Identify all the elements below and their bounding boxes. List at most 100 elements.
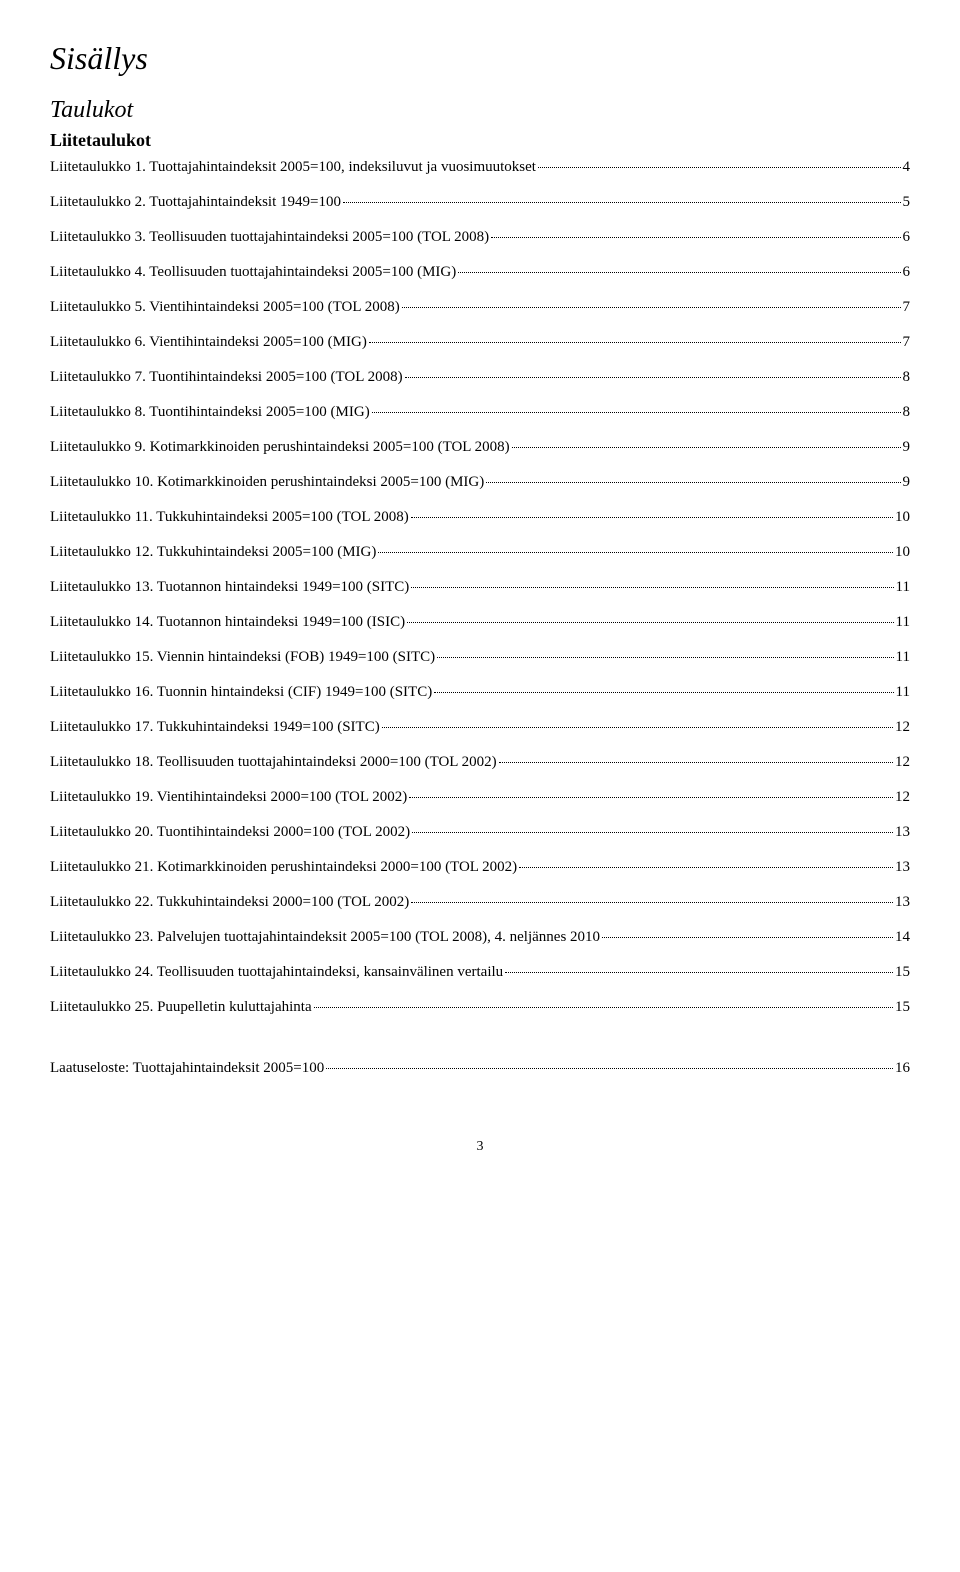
toc-entry-label: Liitetaulukko 16. Tuonnin hintaindeksi (… xyxy=(50,682,432,703)
toc-entry-page: 13 xyxy=(895,857,910,878)
toc-dots xyxy=(405,377,901,378)
toc-entry-page: 9 xyxy=(903,472,911,493)
toc-row: Liitetaulukko 1. Tuottajahintaindeksit 2… xyxy=(50,157,910,178)
toc-list: Liitetaulukko 1. Tuottajahintaindeksit 2… xyxy=(50,157,910,1018)
toc-row: Liitetaulukko 6. Vientihintaindeksi 2005… xyxy=(50,332,910,353)
page-title: Sisällys xyxy=(50,40,910,77)
toc-dots xyxy=(382,727,893,728)
toc-dots xyxy=(512,447,901,448)
toc-dots xyxy=(486,482,900,483)
toc-entry-label: Liitetaulukko 12. Tukkuhintaindeksi 2005… xyxy=(50,542,376,563)
toc-row: Liitetaulukko 22. Tukkuhintaindeksi 2000… xyxy=(50,892,910,913)
toc-entry-page: 6 xyxy=(903,262,911,283)
toc-entry-page: 8 xyxy=(903,367,911,388)
toc-row: Liitetaulukko 25. Puupelletin kuluttajah… xyxy=(50,997,910,1018)
toc-row: Liitetaulukko 12. Tukkuhintaindeksi 2005… xyxy=(50,542,910,563)
toc-entry-page: 12 xyxy=(895,752,910,773)
toc-row: Liitetaulukko 3. Teollisuuden tuottajahi… xyxy=(50,227,910,248)
toc-dots xyxy=(505,972,893,973)
toc-entry-label: Liitetaulukko 17. Tukkuhintaindeksi 1949… xyxy=(50,717,380,738)
toc-entry-page: 11 xyxy=(896,682,910,703)
toc-entry-label: Liitetaulukko 19. Vientihintaindeksi 200… xyxy=(50,787,407,808)
toc-dots xyxy=(519,867,893,868)
toc-dots xyxy=(491,237,900,238)
toc-row: Liitetaulukko 16. Tuonnin hintaindeksi (… xyxy=(50,682,910,703)
toc-entry-page: 11 xyxy=(896,612,910,633)
toc-dots xyxy=(369,342,901,343)
toc-entry-page: 13 xyxy=(895,822,910,843)
toc-dots xyxy=(411,587,893,588)
toc-dots xyxy=(437,657,893,658)
toc-entry-label: Laatuseloste: Tuottajahintaindeksit 2005… xyxy=(50,1058,324,1079)
toc-entry-label: Liitetaulukko 6. Vientihintaindeksi 2005… xyxy=(50,332,367,353)
toc-entry-page: 15 xyxy=(895,962,910,983)
toc-entry-page: 16 xyxy=(895,1058,910,1079)
toc-dots xyxy=(411,517,893,518)
toc-row: Liitetaulukko 19. Vientihintaindeksi 200… xyxy=(50,787,910,808)
toc-row: Liitetaulukko 8. Tuontihintaindeksi 2005… xyxy=(50,402,910,423)
toc-entry-label: Liitetaulukko 11. Tukkuhintaindeksi 2005… xyxy=(50,507,409,528)
toc-dots xyxy=(343,202,901,203)
toc-entry-page: 5 xyxy=(903,192,911,213)
toc-entry-label: Liitetaulukko 15. Viennin hintaindeksi (… xyxy=(50,647,435,668)
toc-dots xyxy=(326,1068,893,1069)
toc-entry-page: 8 xyxy=(903,402,911,423)
page-number: 3 xyxy=(50,1139,910,1155)
section-heading: Taulukot xyxy=(50,97,910,124)
toc-entry-label: Liitetaulukko 13. Tuotannon hintaindeksi… xyxy=(50,577,409,598)
toc-entry-page: 13 xyxy=(895,892,910,913)
toc-entry-label: Liitetaulukko 21. Kotimarkkinoiden perus… xyxy=(50,857,517,878)
toc-footer-row: Laatuseloste: Tuottajahintaindeksit 2005… xyxy=(50,1058,910,1079)
toc-entry-page: 4 xyxy=(903,157,911,178)
toc-entry-page: 7 xyxy=(903,332,911,353)
toc-row: Liitetaulukko 2. Tuottajahintaindeksit 1… xyxy=(50,192,910,213)
toc-entry-label: Liitetaulukko 25. Puupelletin kuluttajah… xyxy=(50,997,312,1018)
toc-entry-page: 7 xyxy=(903,297,911,318)
toc-entry-page: 6 xyxy=(903,227,911,248)
toc-row: Liitetaulukko 5. Vientihintaindeksi 2005… xyxy=(50,297,910,318)
toc-entry-label: Liitetaulukko 22. Tukkuhintaindeksi 2000… xyxy=(50,892,409,913)
toc-entry-page: 10 xyxy=(895,507,910,528)
toc-entry-page: 10 xyxy=(895,542,910,563)
toc-row: Liitetaulukko 13. Tuotannon hintaindeksi… xyxy=(50,577,910,598)
toc-entry-label: Liitetaulukko 3. Teollisuuden tuottajahi… xyxy=(50,227,489,248)
toc-entry-label: Liitetaulukko 10. Kotimarkkinoiden perus… xyxy=(50,472,484,493)
toc-row: Liitetaulukko 4. Teollisuuden tuottajahi… xyxy=(50,262,910,283)
toc-entry-label: Liitetaulukko 7. Tuontihintaindeksi 2005… xyxy=(50,367,403,388)
toc-row: Liitetaulukko 20. Tuontihintaindeksi 200… xyxy=(50,822,910,843)
toc-entry-page: 15 xyxy=(895,997,910,1018)
toc-entry-label: Liitetaulukko 1. Tuottajahintaindeksit 2… xyxy=(50,157,536,178)
toc-dots xyxy=(412,832,893,833)
toc-row: Liitetaulukko 7. Tuontihintaindeksi 2005… xyxy=(50,367,910,388)
toc-entry-label: Liitetaulukko 8. Tuontihintaindeksi 2005… xyxy=(50,402,370,423)
toc-dots xyxy=(378,552,893,553)
toc-dots xyxy=(499,762,893,763)
toc-row: Liitetaulukko 14. Tuotannon hintaindeksi… xyxy=(50,612,910,633)
toc-row: Liitetaulukko 21. Kotimarkkinoiden perus… xyxy=(50,857,910,878)
toc-dots xyxy=(411,902,893,903)
toc-entry-label: Liitetaulukko 24. Teollisuuden tuottajah… xyxy=(50,962,503,983)
toc-entry-label: Liitetaulukko 4. Teollisuuden tuottajahi… xyxy=(50,262,456,283)
toc-entry-page: 12 xyxy=(895,787,910,808)
toc-row: Liitetaulukko 24. Teollisuuden tuottajah… xyxy=(50,962,910,983)
toc-entry-label: Liitetaulukko 2. Tuottajahintaindeksit 1… xyxy=(50,192,341,213)
toc-row: Liitetaulukko 18. Teollisuuden tuottajah… xyxy=(50,752,910,773)
toc-entry-page: 11 xyxy=(896,647,910,668)
toc-dots xyxy=(434,692,893,693)
toc-row: Liitetaulukko 11. Tukkuhintaindeksi 2005… xyxy=(50,507,910,528)
toc-entry-label: Liitetaulukko 20. Tuontihintaindeksi 200… xyxy=(50,822,410,843)
toc-dots xyxy=(314,1007,893,1008)
toc-dots xyxy=(407,622,893,623)
toc-dots xyxy=(409,797,893,798)
toc-row: Liitetaulukko 17. Tukkuhintaindeksi 1949… xyxy=(50,717,910,738)
toc-entry-label: Liitetaulukko 9. Kotimarkkinoiden perush… xyxy=(50,437,510,458)
toc-entry-page: 14 xyxy=(895,927,910,948)
toc-dots xyxy=(602,937,893,938)
toc-entry-label: Liitetaulukko 18. Teollisuuden tuottajah… xyxy=(50,752,497,773)
toc-dots xyxy=(402,307,901,308)
toc-row: Liitetaulukko 15. Viennin hintaindeksi (… xyxy=(50,647,910,668)
toc-entry-page: 12 xyxy=(895,717,910,738)
toc-entry-page: 9 xyxy=(903,437,911,458)
toc-row: Liitetaulukko 9. Kotimarkkinoiden perush… xyxy=(50,437,910,458)
toc-entry-page: 11 xyxy=(896,577,910,598)
